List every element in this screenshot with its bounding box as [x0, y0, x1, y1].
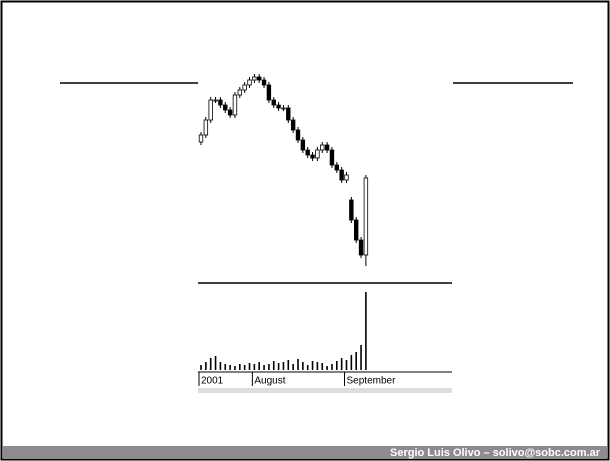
candle-body	[334, 164, 339, 171]
candle-body	[353, 219, 359, 241]
volume-bar	[331, 364, 333, 370]
scroll-strip	[198, 388, 452, 393]
candle-body	[329, 149, 335, 166]
volume-bar	[219, 362, 222, 370]
x-tick-label: 2001	[201, 376, 224, 387]
volume-bar	[258, 362, 260, 370]
volume-bar	[360, 345, 362, 370]
candle-body	[324, 144, 330, 151]
candle-body	[242, 84, 247, 91]
footer-text: Sergio Luis Olivo – solivo@sobc.com.ar	[390, 447, 601, 459]
candle-body	[203, 119, 209, 136]
volume-bar	[200, 365, 202, 370]
volume-bar	[336, 361, 338, 370]
candle-body	[276, 104, 281, 109]
candle-body	[208, 99, 213, 121]
volume-bar	[234, 366, 236, 370]
volume-bar	[268, 364, 270, 370]
candle-body	[218, 99, 223, 106]
volume-bar	[224, 364, 227, 370]
volume-bar	[321, 363, 324, 370]
candle-body	[261, 79, 267, 86]
volume-bar	[297, 359, 299, 370]
candle-body	[305, 149, 310, 156]
candle-body	[271, 99, 276, 106]
x-tick-label: September	[347, 376, 397, 387]
volume-bar	[287, 360, 290, 370]
volume-bar	[272, 361, 275, 370]
volume-bar	[277, 363, 280, 370]
volume-bar	[326, 366, 328, 370]
candle-body	[256, 76, 262, 81]
candle-body	[339, 169, 344, 181]
volume-bar	[345, 360, 348, 370]
x-tick-label: August	[254, 376, 285, 387]
candle-body	[227, 109, 233, 116]
volume-bar	[239, 364, 241, 370]
volume-bar	[253, 364, 256, 370]
candle-body	[237, 89, 242, 96]
candle-body	[349, 199, 354, 221]
candle-body	[232, 94, 238, 116]
candle-body	[252, 76, 257, 81]
candle-body	[300, 139, 306, 151]
volume-bar	[311, 361, 314, 370]
candle-body	[320, 144, 325, 151]
candle-body	[198, 134, 204, 143]
volume-bar	[243, 365, 246, 370]
volume-bar	[205, 362, 207, 370]
volume-bar	[302, 362, 304, 370]
candle-body	[310, 154, 315, 159]
candle-body	[281, 107, 286, 110]
candle-body	[290, 119, 296, 131]
candle-body	[295, 129, 301, 141]
volume-bar	[316, 362, 319, 370]
volume-bar	[282, 362, 285, 370]
volume-bar	[248, 363, 251, 370]
footer-bar	[3, 446, 607, 459]
volume-bar	[209, 358, 212, 370]
volume-bar	[340, 358, 343, 370]
volume-bar	[214, 356, 217, 370]
candle-body	[344, 174, 349, 181]
candle-body	[213, 99, 218, 102]
volume-bar	[263, 365, 265, 370]
volume-bar	[355, 352, 357, 370]
candle-body	[358, 239, 364, 256]
volume-bar	[350, 355, 353, 370]
candle-body	[286, 107, 291, 121]
candle-body	[266, 84, 272, 101]
candle-body	[223, 104, 228, 111]
volume-bar	[229, 365, 231, 370]
volume-bar	[365, 292, 367, 370]
candle-body	[247, 79, 252, 86]
volume-bar	[306, 365, 309, 370]
volume-bar	[292, 364, 294, 370]
candle-body	[315, 149, 320, 159]
candle-body	[363, 177, 369, 256]
